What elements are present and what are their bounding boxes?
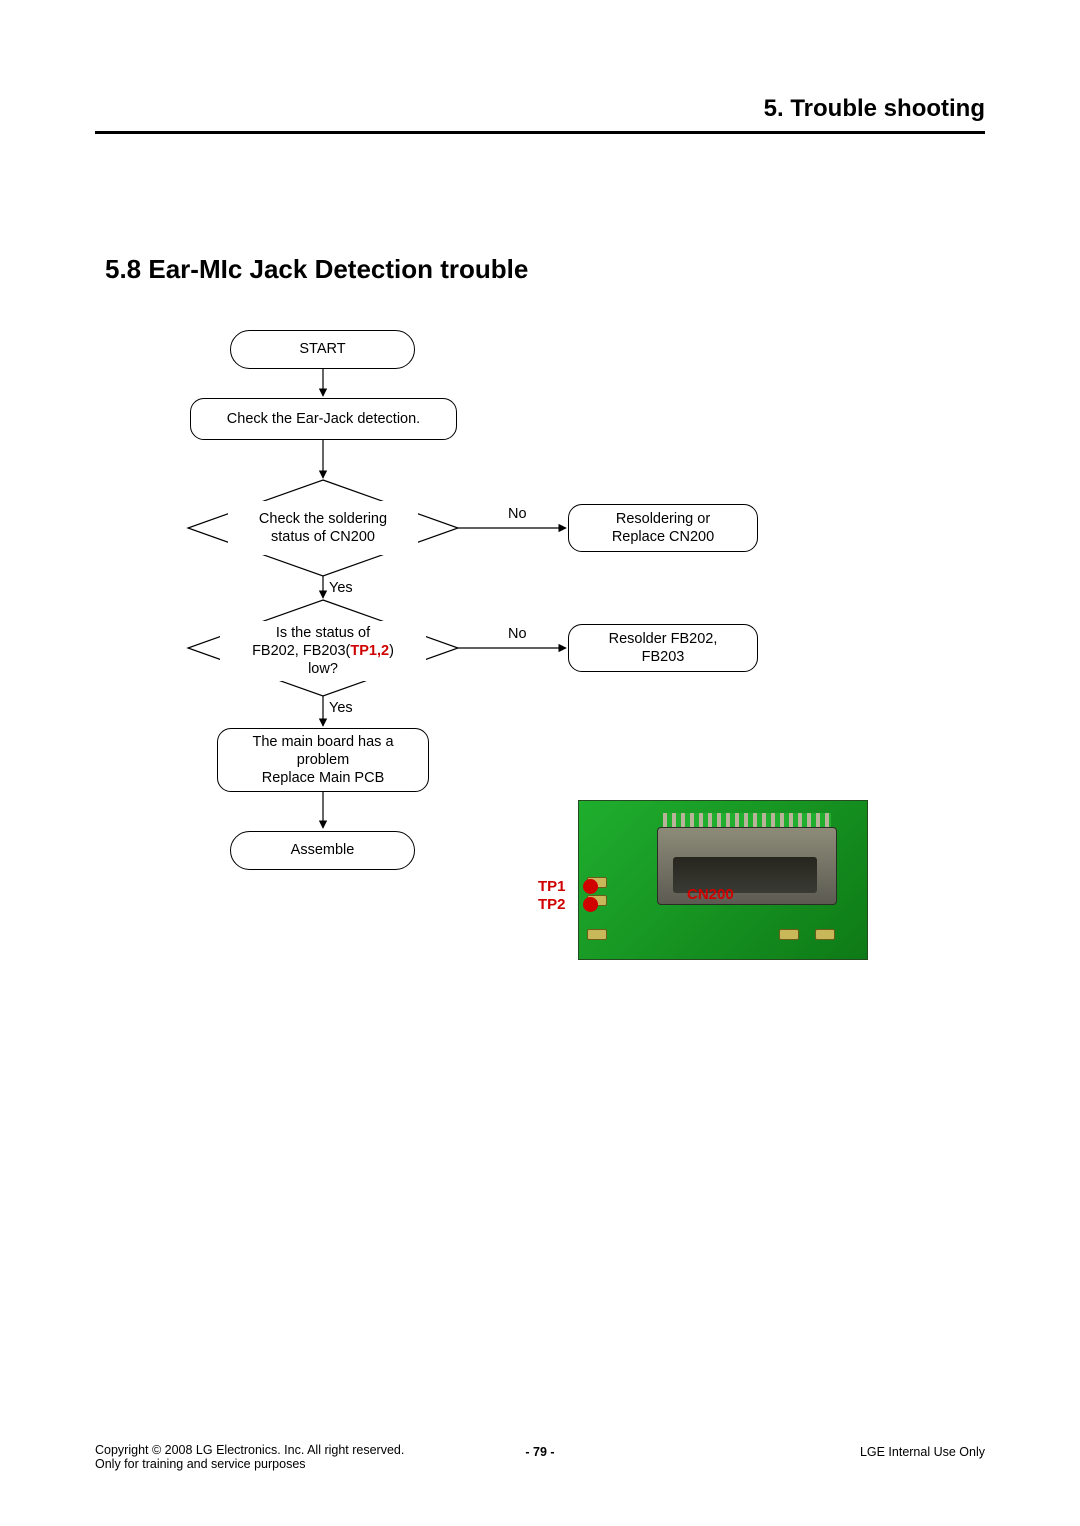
flow-d2-line1: Is the status of — [276, 624, 370, 642]
flow-check-earjack: Check the Ear-Jack detection. — [190, 398, 457, 440]
flow-end-assemble: Assemble — [230, 831, 415, 870]
pcb-dot-tp1 — [583, 879, 598, 894]
chapter-title: 5. Trouble shooting — [95, 95, 985, 123]
flow-a2-line1: Resolder FB202, — [609, 630, 718, 648]
pcb-label-tp2: TP2 — [538, 896, 566, 913]
flow-start-label: START — [299, 340, 345, 358]
flow-decision-fb202-fb203: Is the status of FB202, FB203(TP1,2) low… — [220, 621, 426, 681]
flow-label-no-2: No — [507, 626, 528, 642]
flow-d1-line1: Check the soldering — [259, 510, 387, 528]
footer-internal: LGE Internal Use Only — [860, 1445, 985, 1459]
flow-d2-line2: FB202, FB203(TP1,2) — [252, 642, 394, 660]
flow-a1-line1: Resoldering or — [616, 510, 710, 528]
flow-action-resolder-fb: Resolder FB202, FB203 — [568, 624, 758, 672]
flow-action-resolder-cn200: Resoldering or Replace CN200 — [568, 504, 758, 552]
footer-copyright-line2: Only for training and service purposes — [95, 1457, 404, 1471]
flow-d2-l2a: FB202, FB203( — [252, 643, 350, 659]
pcb-dot-tp2 — [583, 897, 598, 912]
flow-d1-line2: status of CN200 — [271, 528, 375, 546]
flow-d2-line3: low? — [308, 660, 338, 678]
flow-label-no-1: No — [507, 506, 528, 522]
section-title: 5.8 Ear-MIc Jack Detection trouble — [95, 254, 985, 285]
flow-a2-line2: FB203 — [642, 648, 685, 666]
pcb-pad — [815, 929, 835, 940]
flow-p3-line3: Replace Main PCB — [262, 769, 385, 787]
flow-replace-main-pcb: The main board has a problem Replace Mai… — [217, 728, 429, 792]
flow-a1-line2: Replace CN200 — [612, 528, 714, 546]
flow-p3-line2: problem — [297, 751, 349, 769]
pcb-label-tp1: TP1 — [538, 878, 566, 895]
pcb-connector-pins — [663, 813, 831, 827]
flow-decision-cn200: Check the soldering status of CN200 — [228, 501, 418, 555]
footer-page-number: - 79 - — [95, 1445, 985, 1459]
flow-label-yes-2: Yes — [328, 700, 354, 716]
page: 5. Trouble shooting 5.8 Ear-MIc Jack Det… — [0, 0, 1080, 1526]
header-rule — [95, 131, 985, 134]
flow-d2-l2b: TP1,2 — [350, 643, 389, 659]
pcb-pad — [779, 929, 799, 940]
flow-d2-l2c: ) — [389, 643, 394, 659]
flowchart-canvas: START Check the Ear-Jack detection. Chec… — [95, 330, 985, 1050]
pcb-label-cn200: CN200 — [687, 886, 734, 903]
pcb-pad — [587, 929, 607, 940]
flow-start: START — [230, 330, 415, 369]
flow-check-label: Check the Ear-Jack detection. — [227, 410, 420, 428]
pcb-photo — [578, 800, 868, 960]
flow-label-yes-1: Yes — [328, 580, 354, 596]
flow-end-label: Assemble — [291, 841, 355, 859]
flow-p3-line1: The main board has a — [252, 733, 393, 751]
